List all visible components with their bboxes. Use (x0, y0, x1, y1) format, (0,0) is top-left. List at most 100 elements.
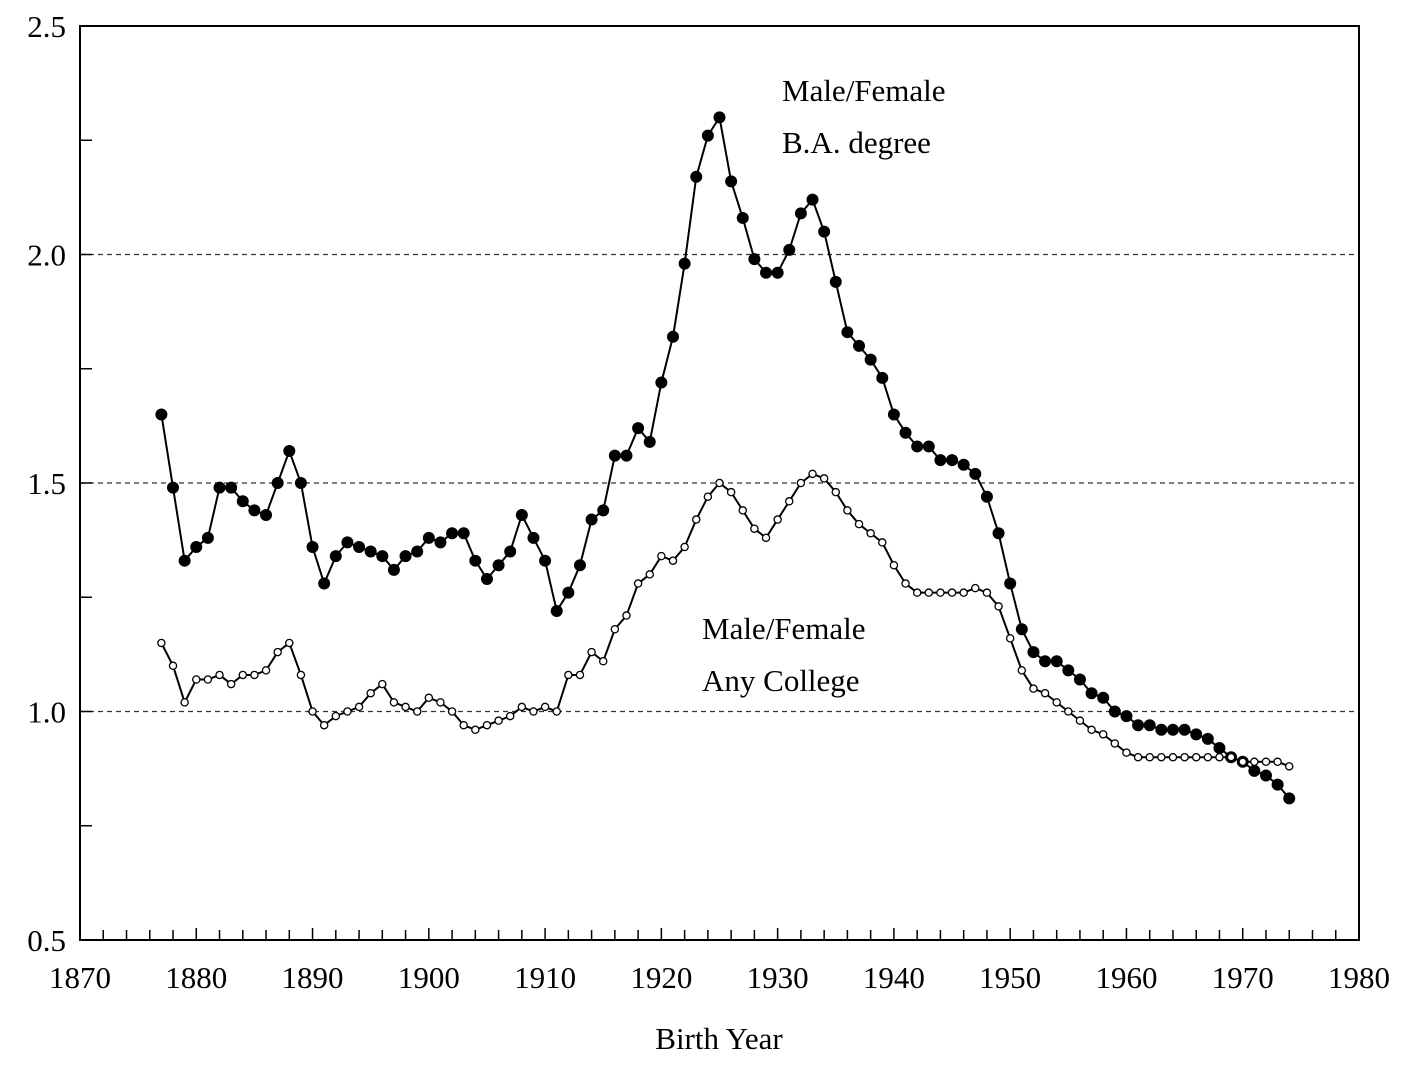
data-point (424, 693, 434, 703)
data-point (436, 698, 445, 707)
data-point (341, 536, 354, 549)
data-point (771, 266, 784, 279)
data-point (1064, 707, 1073, 716)
data-point (831, 487, 841, 497)
data-point (1004, 577, 1017, 590)
data-point (912, 588, 922, 597)
data-point (1132, 719, 1145, 732)
y-tick-label: 2.5 (27, 9, 66, 44)
data-point (736, 211, 749, 224)
data-point (180, 698, 189, 707)
data-point (1250, 757, 1259, 767)
data-point (1062, 664, 1075, 677)
data-point (296, 670, 306, 680)
data-point (864, 353, 877, 366)
data-point (959, 588, 968, 597)
data-point (878, 538, 887, 547)
data-point (1215, 752, 1224, 762)
data-point (260, 508, 273, 521)
data-point (562, 586, 575, 599)
data-point (155, 408, 168, 421)
series-0 (155, 111, 1296, 805)
data-point (796, 478, 806, 488)
data-point (668, 556, 678, 565)
data-point (1087, 725, 1096, 735)
data-point (806, 193, 819, 206)
y-tick-label: 2.0 (27, 238, 66, 273)
data-point (353, 540, 366, 553)
data-point (306, 540, 319, 553)
x-tick-label: 1940 (863, 960, 925, 995)
data-point (633, 579, 643, 588)
y-tick-label: 1.0 (27, 695, 66, 730)
data-point (1050, 655, 1063, 668)
data-point (1213, 742, 1226, 755)
x-tick-label: 1900 (398, 960, 460, 995)
data-point (1133, 752, 1143, 762)
x-tick-label: 1950 (979, 960, 1041, 995)
annotations: Male/Female B.A. degree Male/Female Any Col… (702, 73, 946, 698)
data-point (946, 454, 959, 467)
data-point (1122, 748, 1131, 757)
x-tick-label: 1910 (514, 960, 576, 995)
data-point (1040, 688, 1050, 698)
annotation-label: Male/Female (782, 73, 946, 108)
data-point (494, 716, 503, 725)
data-point (947, 588, 957, 597)
data-point (1145, 752, 1154, 762)
data-point (901, 579, 910, 588)
data-point (1110, 739, 1120, 748)
data-point (934, 454, 947, 467)
data-point (238, 670, 248, 680)
data-point (587, 647, 596, 657)
data-point (1190, 728, 1203, 741)
data-point (957, 458, 970, 471)
data-point (1017, 666, 1027, 675)
data-point (622, 611, 631, 620)
data-point (564, 670, 573, 680)
data-point (261, 666, 271, 675)
data-point (469, 554, 482, 567)
data-point (610, 624, 620, 634)
data-point (666, 330, 679, 343)
data-point (213, 481, 226, 494)
data-point (294, 477, 307, 489)
data-point (480, 572, 493, 585)
data-point (540, 702, 550, 712)
data-point (911, 440, 924, 453)
x-tick-label: 1870 (49, 960, 111, 995)
data-point (620, 449, 633, 462)
data-point (1075, 716, 1085, 725)
data-point (843, 506, 852, 515)
data-point (725, 175, 738, 188)
data-point (447, 707, 457, 716)
data-point (971, 583, 980, 593)
data-point (750, 524, 759, 533)
data-point (236, 495, 249, 508)
data-point (283, 445, 296, 458)
data-point (575, 670, 585, 680)
annotation-label: Any College (702, 663, 860, 698)
data-point (1029, 684, 1038, 693)
data-point (761, 533, 771, 543)
data-point (643, 435, 656, 448)
data-point (1085, 687, 1098, 700)
data-point (608, 449, 621, 462)
data-point (773, 515, 782, 524)
data-point (1073, 673, 1086, 686)
data-point (482, 720, 492, 730)
data-point (738, 506, 748, 515)
data-point (389, 698, 399, 707)
data-point (168, 661, 178, 671)
data-point (1201, 732, 1214, 745)
data-point (573, 559, 586, 572)
data-point (936, 588, 945, 597)
data-point (1283, 792, 1296, 805)
data-point (1180, 752, 1189, 762)
data-point (366, 688, 375, 698)
data-point (364, 545, 377, 558)
data-point (1015, 623, 1028, 636)
data-point (715, 478, 724, 488)
data-point (829, 275, 842, 288)
data-point (178, 554, 191, 567)
